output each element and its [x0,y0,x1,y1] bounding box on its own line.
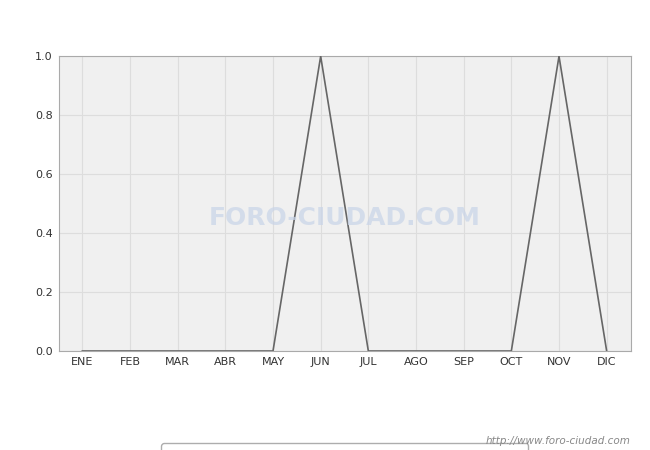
Text: FORO-CIUDAD.COM: FORO-CIUDAD.COM [209,207,480,230]
Legend: 2024, 2023, 2022, 2021, 2020: 2024, 2023, 2022, 2021, 2020 [161,443,528,450]
Text: http://www.foro-ciudad.com: http://www.foro-ciudad.com [486,436,630,446]
Text: Matriculaciones de Vehiculos en Juarros de Riomoros: Matriculaciones de Vehiculos en Juarros … [106,14,544,33]
